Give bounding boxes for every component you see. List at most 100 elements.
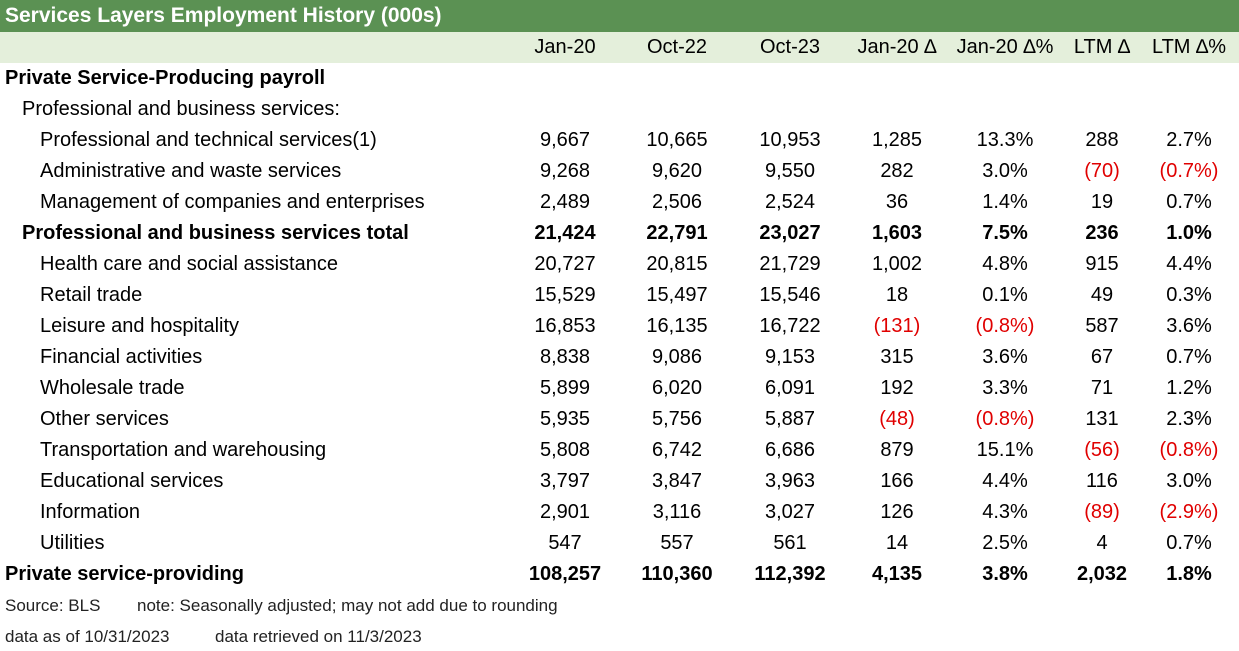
table-cell: 4.8%	[982, 253, 1028, 275]
table-cell: 9,153	[764, 346, 816, 368]
table-cell: 2,901	[539, 501, 591, 523]
table-cell: 0.7%	[1166, 191, 1212, 213]
table-cell: 116	[1086, 470, 1118, 492]
row-label: Health care and social assistance	[40, 253, 338, 275]
table-cell: 2,506	[651, 191, 703, 213]
table-cell: 1,603	[871, 222, 923, 244]
table-cell: 2,489	[539, 191, 591, 213]
table-cell: 3.0%	[1166, 470, 1212, 492]
table-cell: 4,135	[871, 563, 923, 585]
table-cell: 1.4%	[982, 191, 1028, 213]
table-cell: 7.5%	[982, 222, 1028, 244]
table-cell: 15,497	[646, 284, 708, 306]
footnote-note: note: Seasonally adjusted; may not add d…	[137, 596, 558, 615]
table-row: Professional and business services total…	[0, 218, 1239, 249]
table-row: Information 2,901 3,116 3,027 126 4.3% (89) (2.…	[0, 497, 1239, 528]
table-row: Educational services 3,797 3,847 3,963 166 4.…	[0, 466, 1239, 497]
table-cell: (70)	[1084, 160, 1120, 182]
table-cell: 1.8%	[1166, 563, 1212, 585]
table-cell: 9,620	[651, 160, 703, 182]
table-cell: 36	[885, 191, 909, 213]
column-header-oct22: Oct-22	[646, 36, 708, 58]
table-cell: 5,808	[539, 439, 591, 461]
table-cell: 3,963	[764, 470, 816, 492]
table-cell: 3.6%	[982, 346, 1028, 368]
row-label: Leisure and hospitality	[40, 315, 240, 337]
table-cell: (0.7%)	[1159, 160, 1219, 182]
table-cell: 879	[880, 439, 914, 461]
column-header-band	[0, 32, 1239, 63]
table-cell: 547	[548, 532, 582, 554]
row-label: Private service-providing	[5, 563, 244, 585]
table-cell: 13.3%	[976, 129, 1034, 151]
table-cell: (0.8%)	[1159, 439, 1219, 461]
table-cell: 1,002	[871, 253, 923, 275]
table-cell: 3,116	[652, 501, 702, 523]
table-cell: 71	[1090, 377, 1114, 399]
table-row: Utilities 547 557 561 14 2.5% 4 0.7%	[0, 528, 1239, 559]
table-cell: 16,722	[759, 315, 821, 337]
table-row: Other services 5,935 5,756 5,887 (48) (0.8%) 1…	[0, 404, 1239, 435]
table-row: Professional and technical services(1) 9,…	[0, 125, 1239, 156]
table-cell: 131	[1085, 408, 1119, 430]
column-header-jan20: Jan-20	[534, 36, 596, 58]
table-cell: 4	[1096, 532, 1108, 554]
table-cell: 20,815	[646, 253, 708, 275]
table-cell: (131)	[873, 315, 921, 337]
table-cell: 67	[1090, 346, 1114, 368]
table-cell: 21,729	[759, 253, 821, 275]
table-cell: 2,032	[1076, 563, 1128, 585]
table-row: Wholesale trade 5,899 6,020 6,091 192 3.3% 71 1…	[0, 373, 1239, 404]
table-row: Transportation and warehousing 5,808 6,742…	[0, 435, 1239, 466]
table-cell: 1,285	[871, 129, 923, 151]
table-cell: 2.5%	[982, 532, 1028, 554]
table-cell: 15,529	[534, 284, 596, 306]
table-cell: 3,797	[539, 470, 591, 492]
table-cell: 4.4%	[1166, 253, 1212, 275]
table-cell: 0.1%	[982, 284, 1028, 306]
table-cell: 108,257	[528, 563, 602, 585]
footnote-retrieved: data retrieved on 11/3/2023	[215, 627, 422, 646]
table-cell: (0.8%)	[975, 315, 1035, 337]
table-cell: 110,360	[641, 563, 713, 585]
table-cell: (0.8%)	[975, 408, 1035, 430]
table-cell: (48)	[879, 408, 915, 430]
table-cell: 5,935	[539, 408, 591, 430]
table-cell: 10,953	[759, 129, 821, 151]
table-cell: 112,392	[754, 563, 826, 585]
table-cell: 15,546	[759, 284, 821, 306]
table-cell: 19	[1090, 191, 1114, 213]
table-cell: 6,742	[651, 439, 703, 461]
table-cell: 1.0%	[1166, 222, 1212, 244]
table-cell: 22,791	[646, 222, 708, 244]
table-cell: 288	[1085, 129, 1119, 151]
footnote-source: Source: BLS	[5, 596, 101, 615]
table-cell: 3,847	[651, 470, 703, 492]
column-header-jan20-delta-pct: Jan-20 ∆%	[956, 36, 1054, 58]
table-cell: 587	[1085, 315, 1119, 337]
table-row: Financial activities 8,838 9,086 9,153 315 3.…	[0, 342, 1239, 373]
row-label: Retail trade	[40, 284, 143, 306]
row-label: Administrative and waste services	[40, 160, 342, 182]
table-cell: 3.8%	[982, 563, 1028, 585]
table-cell: 126	[880, 501, 914, 523]
table-cell: 9,086	[651, 346, 703, 368]
table-cell: 3.6%	[1166, 315, 1212, 337]
table-cell: 9,550	[764, 160, 816, 182]
table-cell: 557	[660, 532, 694, 554]
table-row: Private Service-Producing payroll	[0, 63, 1239, 94]
table-cell: 5,899	[539, 377, 591, 399]
table-row: Leisure and hospitality 16,853 16,135 16,72…	[0, 311, 1239, 342]
row-label: Private Service-Producing payroll	[5, 67, 326, 89]
table-cell: 315	[880, 346, 914, 368]
table-cell: 3.0%	[982, 160, 1028, 182]
column-header-oct23: Oct-23	[759, 36, 821, 58]
table-cell: (56)	[1084, 439, 1120, 461]
table-cell: 5,887	[764, 408, 816, 430]
table-row: Management of companies and enterprises 2…	[0, 187, 1239, 218]
table-cell: 4.3%	[982, 501, 1028, 523]
table-cell: 21,424	[534, 222, 596, 244]
table-cell: 14	[885, 532, 909, 554]
row-label: Wholesale trade	[40, 377, 185, 399]
row-label: Management of companies and enterprises	[40, 191, 425, 213]
